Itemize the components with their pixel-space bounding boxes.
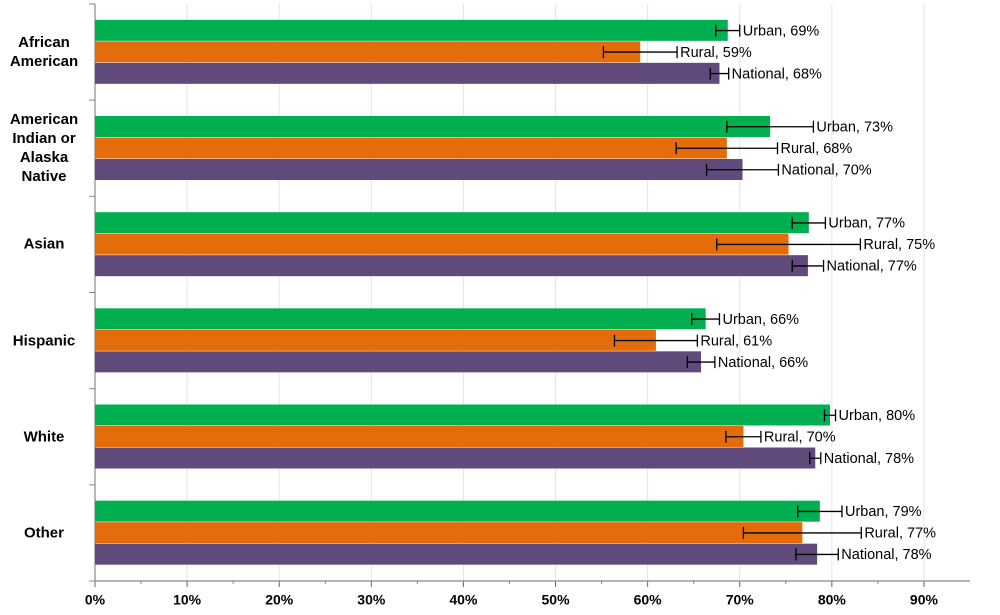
bar (95, 41, 641, 63)
data-label: Rural, 77% (864, 526, 936, 542)
error-bar (791, 259, 825, 272)
y-tick-label: Other (23, 524, 64, 542)
error-bar (716, 238, 862, 251)
x-tick-label: 10% (173, 592, 202, 608)
x-tick-label: 90% (910, 592, 939, 608)
error-bar (675, 142, 779, 155)
error-bar (602, 46, 678, 59)
error-bar (795, 548, 839, 561)
data-label: Urban, 79% (845, 504, 922, 520)
error-bar (797, 505, 843, 518)
data-label: Rural, 59% (680, 45, 752, 61)
error-bar (809, 452, 822, 465)
error-bar (715, 24, 741, 37)
bar (95, 543, 818, 565)
bar (95, 255, 808, 277)
bar (95, 308, 706, 330)
y-tick-label: White (23, 428, 65, 446)
error-bar (691, 313, 721, 326)
data-label: National, 78% (824, 451, 914, 467)
data-label: Urban, 77% (828, 216, 905, 232)
bar (95, 116, 771, 137)
data-label: National, 66% (718, 355, 808, 371)
data-label: Rural, 68% (781, 141, 853, 157)
data-label: Rural, 61% (700, 333, 772, 349)
y-tick-label: Asian (23, 235, 65, 253)
bar (95, 447, 816, 469)
bar (95, 522, 803, 544)
data-label: National, 78% (841, 547, 931, 563)
bar (95, 351, 702, 373)
error-bar (686, 356, 716, 369)
error-bar (705, 163, 780, 176)
data-label: Urban, 69% (743, 23, 820, 39)
x-tick-label: 30% (357, 592, 386, 608)
error-bar (709, 67, 730, 80)
x-tick-label: 0% (85, 592, 106, 608)
data-label: Rural, 75% (863, 237, 935, 253)
y-tick-label: Hispanic (12, 332, 76, 350)
data-label: National, 68% (732, 66, 822, 82)
data-label: Urban, 66% (722, 312, 799, 328)
bar (95, 137, 727, 159)
bar (95, 212, 809, 234)
error-bar (742, 526, 862, 539)
x-tick-label: 60% (634, 592, 663, 608)
bar (95, 329, 656, 351)
bar (95, 19, 728, 41)
x-tick-label: 50% (542, 592, 571, 608)
error-bar (613, 334, 699, 347)
data-label: National, 77% (827, 259, 917, 275)
error-bar (823, 409, 837, 422)
bar (95, 404, 830, 426)
data-label: Urban, 73% (816, 120, 893, 136)
bar (95, 500, 820, 522)
y-tick-label: American Indian or Alaska Native (9, 111, 79, 186)
bar (95, 233, 789, 255)
x-tick-label: 20% (265, 592, 294, 608)
bar (95, 159, 743, 180)
y-tick-label: African American (9, 34, 79, 71)
data-label: National, 70% (781, 163, 871, 179)
x-tick-label: 40% (449, 592, 478, 608)
error-bar (726, 120, 815, 133)
error-bar (725, 430, 762, 443)
error-bar (791, 216, 827, 229)
bar (95, 62, 720, 84)
data-label: Rural, 70% (764, 430, 836, 446)
bar (95, 426, 744, 447)
x-tick-label: 70% (726, 592, 755, 608)
x-tick-label: 80% (818, 592, 847, 608)
data-label: Urban, 80% (839, 408, 916, 424)
